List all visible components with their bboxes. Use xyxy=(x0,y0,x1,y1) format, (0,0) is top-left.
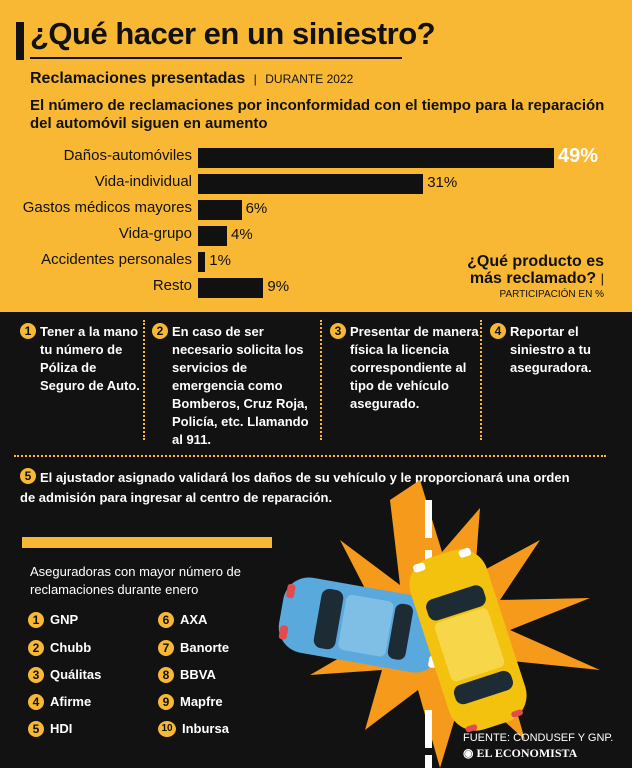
bar xyxy=(198,174,424,194)
category-label: Vida-individual xyxy=(94,173,192,190)
value-label: 6% xyxy=(245,200,268,217)
yellow-car-icon xyxy=(409,547,527,733)
step-text: El ajustador asignado validará los daños… xyxy=(20,470,570,505)
step-5: 5 El ajustador asignado validará los daño… xyxy=(20,468,580,508)
chart-row: Vida-grupo 4% xyxy=(0,223,632,246)
insurer-item: 1 GNP xyxy=(28,612,78,628)
insurer-item: 9 Mapfre xyxy=(158,694,223,710)
blue-car-icon xyxy=(278,577,446,673)
step-number: 4 xyxy=(490,323,506,339)
divider xyxy=(14,455,606,457)
category-label: Vida-grupo xyxy=(118,225,192,242)
bar xyxy=(198,278,264,298)
page-title: ¿Qué hacer en un siniestro? xyxy=(30,16,436,51)
subtitle-period: DURANTE 2022 xyxy=(265,72,354,86)
car-crash-illustration xyxy=(278,480,600,768)
claims-bar-chart: Daños-automóviles 49% Vida-individual 31% Ga… xyxy=(0,145,632,305)
subtitle-separator: | xyxy=(253,72,257,86)
road-line xyxy=(425,500,432,538)
step-text: Presentar de manera física la licencia c… xyxy=(350,324,479,411)
title-marker xyxy=(16,22,24,60)
summary-panel: ¿Qué hacer en un siniestro? Reclamacione… xyxy=(0,0,632,312)
step-text: En caso de ser necesario solicita los se… xyxy=(172,324,309,447)
road-line xyxy=(425,755,432,768)
chart-row: Gastos médicos mayores 6% xyxy=(0,197,632,220)
chart-row: Vida-individual 31% xyxy=(0,171,632,194)
category-label: Daños-automóviles xyxy=(63,147,192,164)
step-text: Tener a la mano tu número de Póliza de S… xyxy=(40,324,140,393)
divider xyxy=(480,320,482,440)
source-note: FUENTE: CONDUSEF Y GNP. xyxy=(463,732,614,744)
step-text: Reportar el siniestro a tu aseguradora. xyxy=(510,324,592,375)
insurer-item: 7 Banorte xyxy=(158,640,229,656)
title-underline xyxy=(30,57,402,59)
category-label: Gastos médicos mayores xyxy=(22,199,192,216)
divider xyxy=(320,320,322,440)
insurer-item: 8 BBVA xyxy=(158,667,216,683)
bar xyxy=(198,148,554,168)
step-number: 3 xyxy=(330,323,346,339)
road-line xyxy=(425,710,432,748)
publisher-logo: ◉ EL ECONOMISTA xyxy=(463,746,578,760)
value-label: 1% xyxy=(209,252,231,269)
question-line-1: ¿Qué producto es xyxy=(467,253,604,270)
chart-question: ¿Qué producto es más reclamado? | PARTIC… xyxy=(467,253,604,300)
step-3: 3 Presentar de manera física la licencia … xyxy=(330,323,482,413)
step-1: 1 Tener a la mano tu número de Póliza de … xyxy=(20,323,140,395)
value-label: 49% xyxy=(558,145,599,167)
chart-row: Accidentes personales 1% xyxy=(0,249,632,272)
step-number: 2 xyxy=(152,323,168,339)
insurer-item: 3 Quálitas xyxy=(28,667,101,683)
insurers-heading: Aseguradoras con mayor número de reclama… xyxy=(30,564,242,597)
step-number: 5 xyxy=(20,468,36,484)
category-label: Accidentes personales xyxy=(41,251,192,268)
divider xyxy=(143,320,145,440)
chart-row: Daños-automóviles 49% xyxy=(0,145,632,168)
question-note: PARTICIPACIÓN EN % xyxy=(499,289,604,300)
step-4: 4 Reportar el siniestro a tu aseguradora. xyxy=(490,323,610,377)
insurer-item: 4 Afirme xyxy=(28,694,91,710)
bar xyxy=(198,200,242,220)
insurer-item: 5 HDI xyxy=(28,721,72,737)
lead-text: El número de reclamaciones por inconform… xyxy=(30,97,605,132)
chart-row: Resto 9% xyxy=(0,275,632,298)
bar xyxy=(198,226,228,246)
value-label: 4% xyxy=(231,226,253,243)
section-accent-bar xyxy=(22,537,272,548)
step-2: 2 En caso de ser necesario solicita los s… xyxy=(152,323,312,449)
insurer-item: 10 Inbursa xyxy=(158,721,229,737)
category-label: Resto xyxy=(152,277,192,294)
step-number: 1 xyxy=(20,323,36,339)
insurer-item: 2 Chubb xyxy=(28,640,91,656)
chart-subtitle: Reclamaciones presentadas | DURANTE 2022 xyxy=(30,70,353,88)
bar xyxy=(198,252,206,272)
subtitle-text: Reclamaciones presentadas xyxy=(30,70,246,87)
insurer-item: 6 AXA xyxy=(158,612,207,628)
question-line-2: más reclamado? | xyxy=(469,270,604,287)
value-label: 9% xyxy=(267,278,290,295)
value-label: 31% xyxy=(427,174,458,191)
